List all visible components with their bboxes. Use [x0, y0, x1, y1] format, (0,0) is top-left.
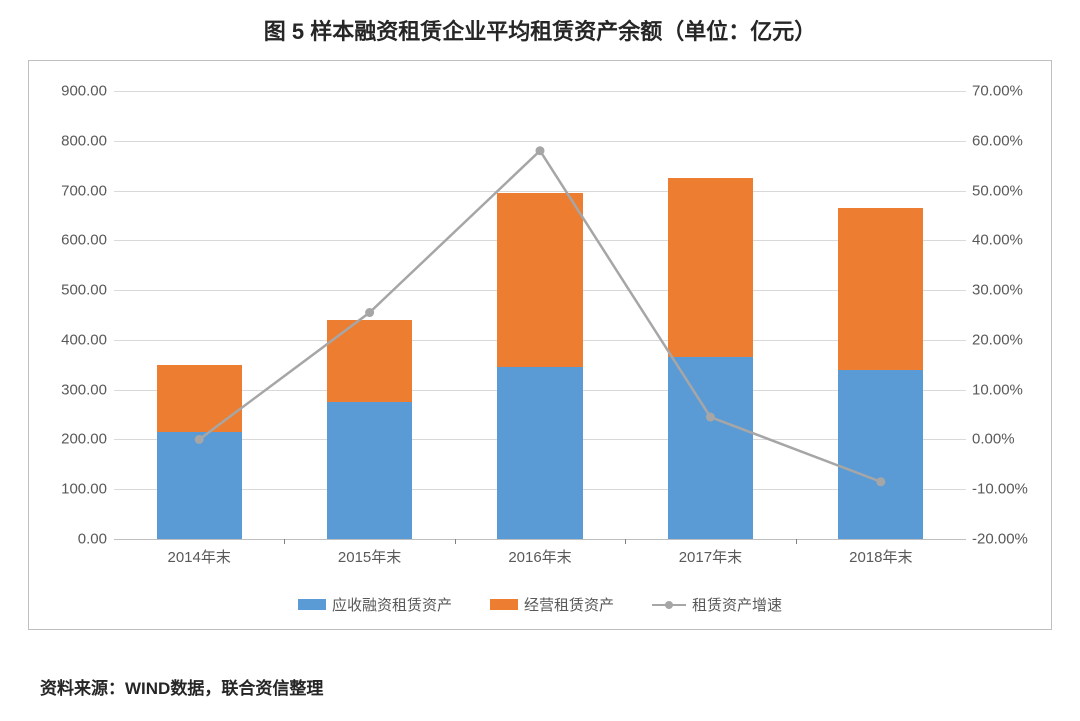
y-left-tick-label: 200.00 — [39, 431, 107, 448]
y-right-tick-label: 70.00% — [972, 83, 1044, 100]
growth-marker — [536, 147, 544, 155]
y-right-tick-label: 30.00% — [972, 282, 1044, 299]
x-tick-label: 2014年末 — [168, 546, 231, 567]
x-tick — [796, 539, 797, 544]
figure-container: 图 5 样本融资租赁企业平均租赁资产余额（单位：亿元） 0.00 100.00 20… — [0, 0, 1080, 721]
growth-line — [199, 151, 881, 482]
y-left-tick-label: 500.00 — [39, 282, 107, 299]
source-line: 资料来源：WIND数据，联合资信整理 — [40, 674, 323, 699]
legend-swatch — [298, 599, 326, 610]
x-tick-label: 2017年末 — [679, 546, 742, 567]
growth-marker — [366, 309, 374, 317]
y-right-tick-label: 40.00% — [972, 232, 1044, 249]
x-tick-label: 2018年末 — [849, 546, 912, 567]
y-left-tick-label: 700.00 — [39, 182, 107, 199]
y-left-tick-label: 300.00 — [39, 381, 107, 398]
x-tick — [284, 539, 285, 544]
legend-label: 应收融资租赁资产 — [332, 594, 452, 615]
growth-marker — [877, 478, 885, 486]
y-left-tick-label: 400.00 — [39, 331, 107, 348]
x-tick-label: 2015年末 — [338, 546, 401, 567]
line-series-layer — [114, 91, 966, 539]
legend-item: 租赁资产增速 — [652, 594, 782, 615]
y-right-tick-label: -10.00% — [972, 481, 1044, 498]
legend-line-icon — [652, 599, 686, 611]
y-right-tick-label: 60.00% — [972, 132, 1044, 149]
plot-area: 0.00100.00200.00300.00400.00500.00600.00… — [114, 91, 966, 539]
y-right-tick-label: 0.00% — [972, 431, 1044, 448]
legend-item: 经营租赁资产 — [490, 594, 614, 615]
legend: 应收融资租赁资产 经营租赁资产 租赁资产增速 — [29, 594, 1051, 615]
y-left-tick-label: 0.00 — [39, 531, 107, 548]
legend-swatch — [490, 599, 518, 610]
x-tick — [455, 539, 456, 544]
y-right-tick-label: 50.00% — [972, 182, 1044, 199]
y-left-tick-label: 900.00 — [39, 83, 107, 100]
legend-label: 经营租赁资产 — [524, 594, 614, 615]
gridline — [114, 539, 966, 540]
legend-item: 应收融资租赁资产 — [298, 594, 452, 615]
y-right-tick-label: 20.00% — [972, 331, 1044, 348]
growth-marker — [195, 435, 203, 443]
y-right-tick-label: -20.00% — [972, 531, 1044, 548]
growth-marker — [706, 413, 714, 421]
chart-area: 0.00 100.00 200.00 300.00 400.00 500.00 600.00… — [28, 60, 1052, 630]
legend-label: 租赁资产增速 — [692, 594, 782, 615]
chart-title: 图 5 样本融资租赁企业平均租赁资产余额（单位：亿元） — [0, 0, 1080, 52]
x-tick — [625, 539, 626, 544]
y-right-tick-label: 10.00% — [972, 381, 1044, 398]
y-left-tick-label: 800.00 — [39, 132, 107, 149]
y-left-tick-label: 100.00 — [39, 481, 107, 498]
x-tick-label: 2016年末 — [508, 546, 571, 567]
y-left-tick-label: 600.00 — [39, 232, 107, 249]
